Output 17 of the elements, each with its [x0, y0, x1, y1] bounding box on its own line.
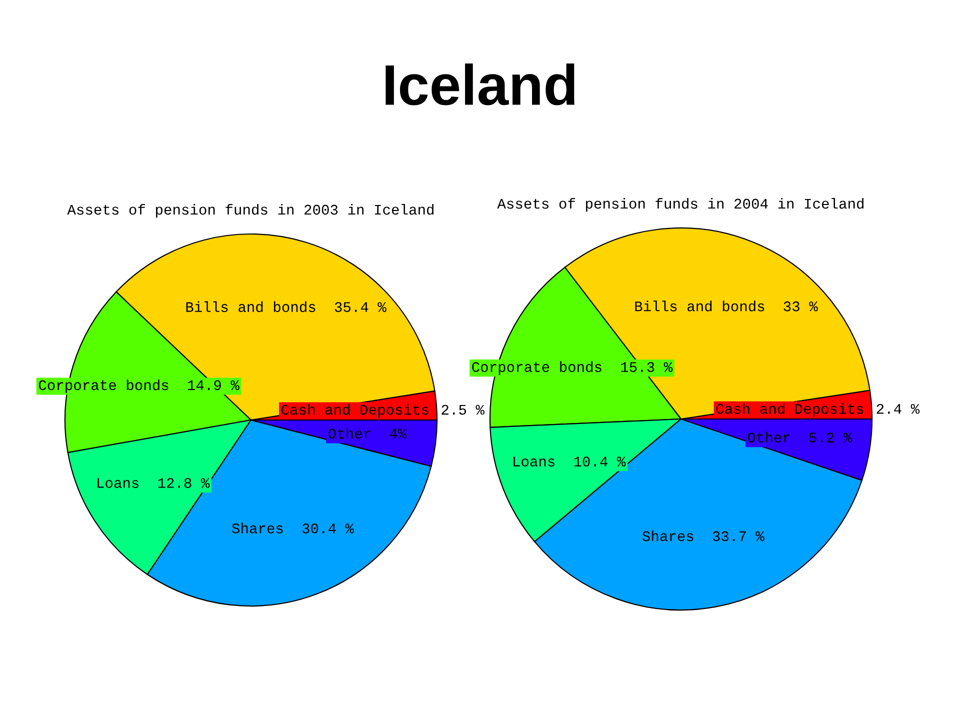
slice-label: Bills and bonds 33 % [635, 300, 818, 312]
text: Iceland [386, 63, 574, 106]
slice-label: Bills and bonds 35.4 % [186, 301, 386, 312]
chart-title: Assets of pension funds in 2003 in Iceland [67, 204, 434, 218]
slice-label: Corporate bonds 14.9 % [38, 379, 240, 394]
data-label: 2.5 % [442, 404, 484, 415]
chart-title: Assets of pension funds in 2004 in Iceland [497, 198, 864, 212]
slice-label: Loans 12.8 % [98, 478, 210, 488]
slice-label: Shares 30.4 % [232, 522, 354, 534]
data-label: 2.4 % [876, 404, 920, 414]
slice-label: Loans 10.4 % [514, 456, 626, 467]
slice-label: Corporate bonds 15.3 % [472, 361, 673, 375]
slice-label: Other 5.2 % [748, 432, 852, 442]
slice-label: Cash and Deposits [282, 404, 428, 418]
slice-label: Other 4% [328, 428, 407, 439]
slice-label: Cash and Deposits [716, 403, 864, 417]
slice-label: Shares 33.7 % [642, 530, 764, 542]
